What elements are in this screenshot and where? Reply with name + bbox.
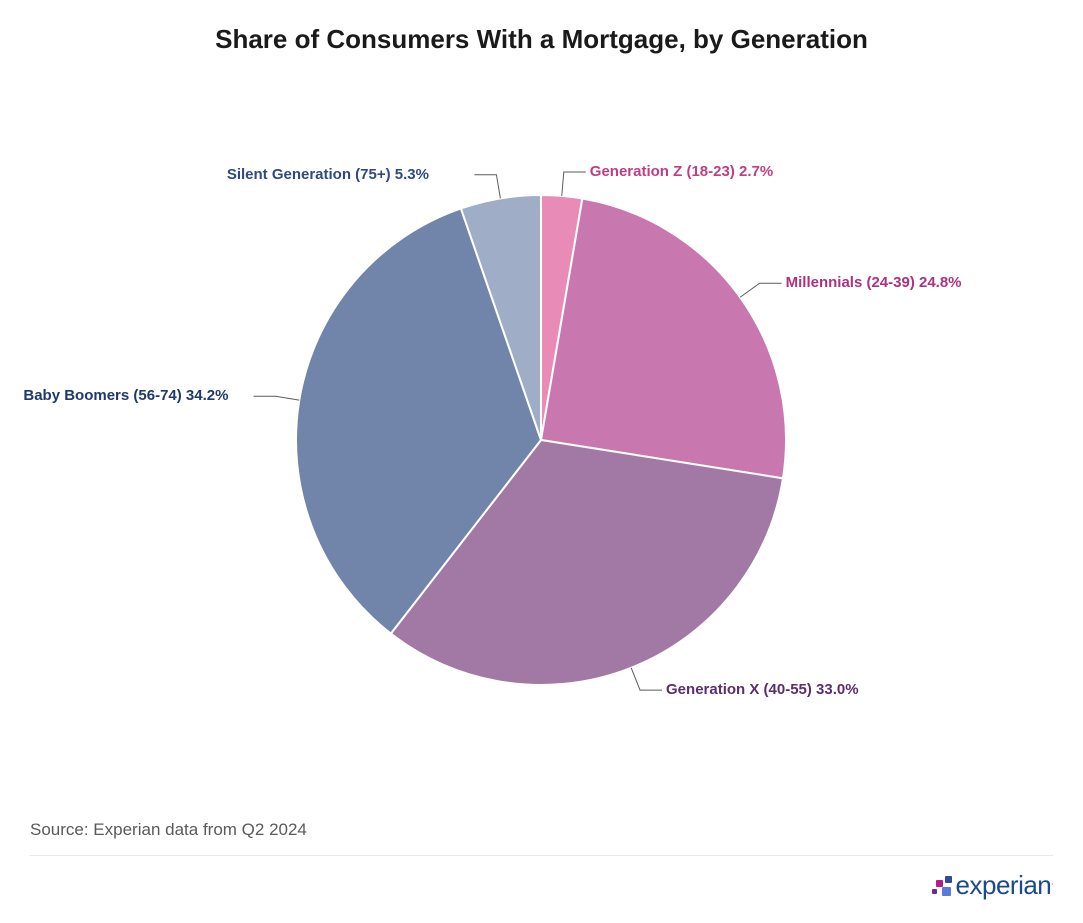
slice-label: Generation Z (18-23) 2.7% [590, 163, 773, 180]
leader-line [740, 283, 782, 297]
slice-label: Generation X (40-55) 33.0% [666, 681, 859, 698]
logo-square [932, 889, 937, 894]
leader-line [254, 396, 300, 400]
logo-square [942, 887, 951, 896]
slice-label: Silent Generation (75+) 5.3% [227, 166, 429, 183]
logo-tm: . [1051, 877, 1053, 886]
footer-divider [30, 855, 1053, 856]
logo-square [936, 880, 943, 887]
slice-label: Baby Boomers (56-74) 34.2% [23, 387, 228, 404]
chart-title: Share of Consumers With a Mortgage, by G… [0, 24, 1083, 55]
pie-chart: Generation Z (18-23) 2.7% Millennials (24… [0, 100, 1083, 740]
logo-wordmark: experian [956, 870, 1052, 900]
leader-line [474, 175, 500, 199]
slice-label: Millennials (24-39) 24.8% [786, 274, 962, 291]
leader-line [562, 172, 586, 196]
pie-slice [541, 199, 786, 479]
experian-logo: experian. [932, 870, 1053, 901]
logo-square [945, 876, 952, 883]
source-text: Source: Experian data from Q2 2024 [30, 820, 307, 840]
logo-squares-icon [932, 876, 952, 896]
leader-line [631, 668, 662, 690]
